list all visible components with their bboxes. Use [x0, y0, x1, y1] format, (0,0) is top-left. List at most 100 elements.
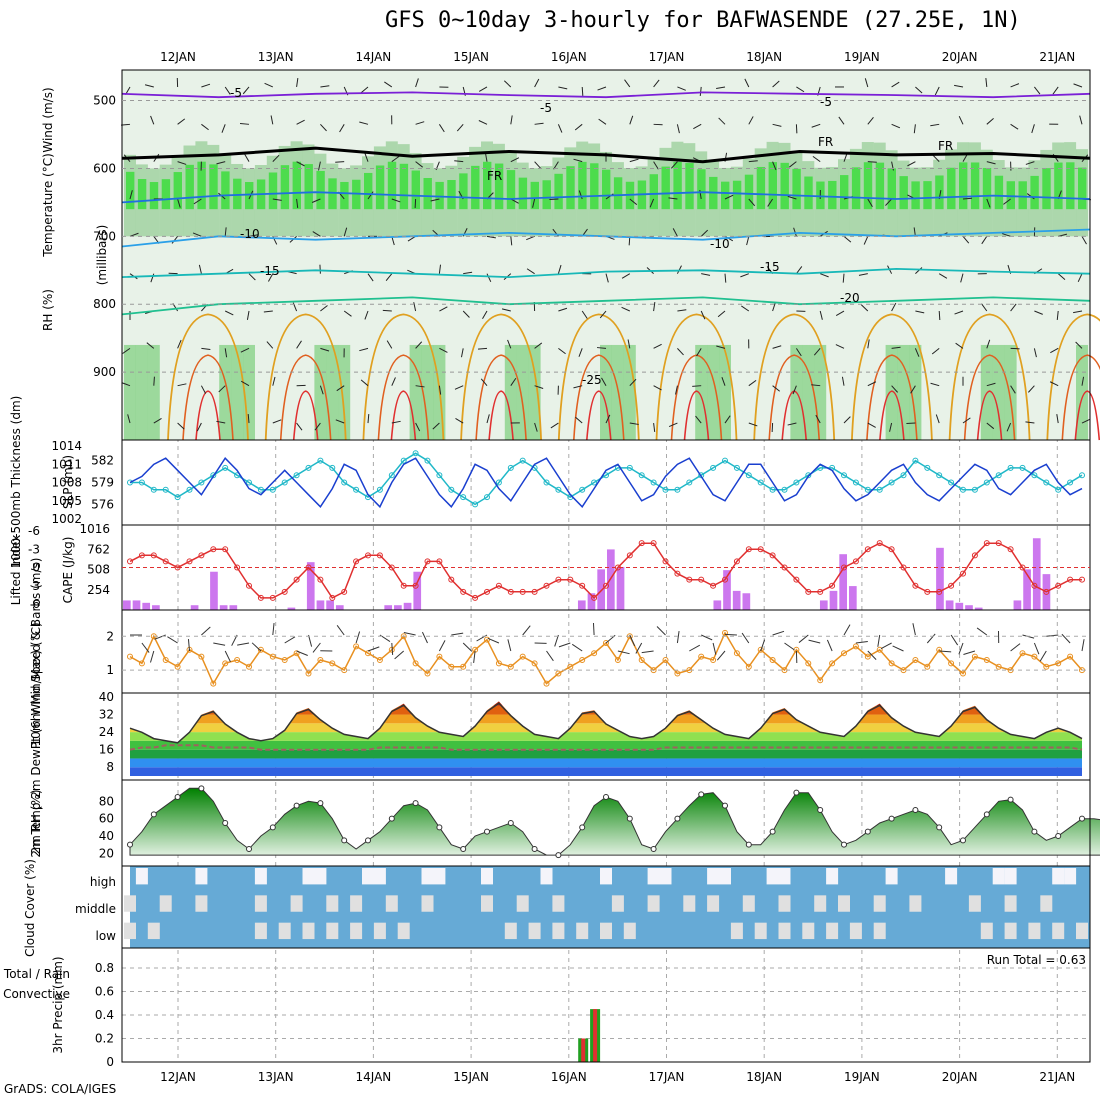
rh-band-moist: [935, 175, 944, 210]
wind-barb: [501, 308, 511, 312]
wind-barb: [938, 310, 941, 321]
wind-barb: [935, 414, 940, 424]
wind-speed-line-point: [603, 640, 609, 647]
wind-barb-10m: [855, 641, 868, 644]
wind-barb: [263, 310, 273, 313]
cloud-gap: [481, 895, 493, 912]
isotherm-35: [390, 390, 417, 441]
wind-barb: [668, 197, 678, 200]
thickness-line-point: [722, 457, 728, 464]
wind-barb: [748, 422, 758, 427]
wind-barb: [339, 124, 345, 133]
temp-tick-label: 40: [99, 690, 114, 704]
wind-barb: [343, 310, 352, 317]
wind-barb: [795, 348, 802, 357]
wind-barb: [772, 123, 782, 127]
cape-bar: [210, 571, 218, 610]
wind-barb: [177, 161, 187, 165]
cloud-gap: [838, 895, 850, 912]
thickness-line-point: [519, 457, 526, 464]
wind-barb: [510, 236, 513, 246]
rh-band-low: [421, 344, 434, 440]
wind-barb: [672, 228, 678, 237]
wind-barb-10m: [507, 639, 512, 652]
lifted-index-line-point: [436, 558, 443, 565]
cloud-gap: [826, 922, 839, 940]
wind-speed-line-point: [805, 660, 812, 667]
wind-speed-line-point: [733, 650, 740, 657]
temp-band: [130, 740, 1082, 750]
lifted-index-line-point: [448, 576, 455, 583]
wind-barb: [177, 339, 182, 349]
wind-barb: [364, 153, 369, 162]
wind-barb-10m: [391, 642, 394, 656]
rh-band-moist: [494, 163, 504, 210]
lifted-index-line-point: [281, 588, 288, 595]
thickness-line-point: [710, 464, 717, 471]
lifted-index-line-point: [757, 546, 764, 553]
wind-barb: [415, 78, 419, 88]
wind-speed-line-point: [460, 663, 467, 670]
cape-bar: [577, 600, 586, 610]
cape-tick-label: 508: [87, 563, 110, 577]
thickness-line-point: [924, 464, 931, 471]
lifted-index-line-point: [257, 594, 264, 601]
wind-barb: [314, 422, 321, 431]
cape-bar: [326, 600, 334, 610]
wind-barb: [193, 198, 202, 205]
wind-barb: [986, 161, 996, 165]
rh-band-low: [623, 344, 636, 440]
lifted-index-line-point: [591, 594, 598, 601]
rh-band-moist: [673, 161, 682, 210]
rh-band-moist: [364, 172, 373, 210]
wind-barb-10m: [926, 633, 936, 644]
rh-point: [674, 815, 681, 822]
wind-barb: [240, 347, 250, 353]
wind-barb: [1081, 418, 1091, 424]
wind-speed-line-point: [983, 656, 990, 663]
rh-band-low: [1004, 344, 1017, 440]
wind-barb: [1056, 414, 1059, 424]
cloud-gap: [1052, 922, 1065, 940]
wind-barb-10m: [558, 642, 571, 648]
wind-barb: [216, 420, 226, 424]
wind-barb: [1050, 347, 1059, 354]
cloud-gap: [754, 922, 767, 940]
wind-speed-line-point: [876, 646, 883, 653]
rh-point: [317, 800, 324, 807]
wind-barb: [1034, 86, 1041, 95]
wind-barb: [320, 123, 327, 132]
wind-speed-line-point: [698, 653, 705, 660]
cloud-gap: [992, 868, 1005, 885]
cloud-row-label: middle: [75, 902, 116, 916]
wind-barb: [746, 236, 750, 246]
rh-band-moist: [613, 177, 623, 210]
rh-band-moist: [304, 164, 313, 210]
wind-barb: [676, 124, 680, 134]
rh-band-low: [338, 344, 351, 440]
wind-speed-line-point: [257, 646, 264, 653]
wind-barb: [557, 264, 562, 274]
wind-speed-line-point: [281, 656, 288, 663]
cloud-gap: [504, 922, 517, 940]
rh-band-low: [219, 344, 232, 440]
thickness-line-point: [281, 479, 288, 486]
rh-band-moist: [1018, 181, 1027, 210]
wind-barb: [335, 419, 345, 424]
rh-band-moist: [435, 181, 444, 210]
wind-speed-line-point: [745, 663, 752, 670]
wind-speed-line-point: [722, 629, 728, 636]
wind-barb: [1025, 161, 1035, 165]
cloud-gap: [980, 922, 993, 940]
cloud-gap: [873, 895, 886, 912]
isotherm-35: [195, 390, 221, 441]
cape-bar: [616, 566, 625, 610]
rh-band-low: [695, 344, 708, 440]
cloud-gap: [730, 922, 743, 940]
thickness-line-point: [733, 464, 740, 471]
wind-speed-line-point: [769, 656, 776, 663]
rh-point: [1031, 828, 1038, 835]
cloud-gap: [802, 922, 815, 940]
wind-barb: [653, 385, 662, 391]
wind-barb: [574, 123, 583, 131]
